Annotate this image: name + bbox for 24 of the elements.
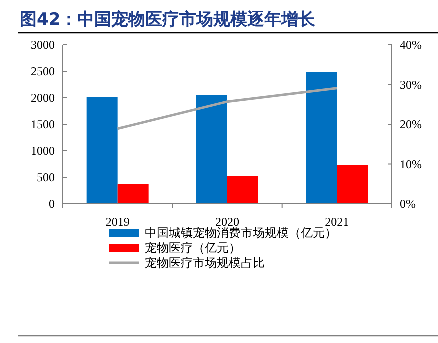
chart-title: 图42：中国宠物医疗市场规模逐年增长: [20, 10, 317, 30]
legend-label: 中国城镇宠物消费市场规模（亿元）: [145, 226, 337, 240]
x-tick-label: 2019: [106, 215, 130, 229]
y-tick-label: 0: [49, 197, 55, 212]
legend-label: 宠物医疗市场规模占比: [145, 256, 265, 270]
y2-tick-label: 0%: [400, 197, 416, 212]
y2-tick-label: 10%: [400, 157, 422, 172]
x-tick-label: 2021: [325, 215, 350, 229]
y-tick-label: 1000: [31, 144, 55, 158]
bar: [228, 176, 258, 204]
y-tick-label: 3000: [31, 38, 55, 52]
bar: [306, 72, 338, 204]
y2-tick-label: 40%: [400, 38, 422, 52]
y2-tick-label: 30%: [400, 78, 422, 92]
legend-label: 宠物医疗（亿元）: [145, 241, 241, 256]
bar: [86, 97, 118, 204]
bar: [196, 95, 228, 204]
y-tick-label: 1500: [31, 118, 55, 132]
bar: [118, 184, 149, 204]
y-tick-label: 2500: [31, 64, 55, 79]
y-tick-label: 2000: [31, 91, 55, 106]
bar: [337, 165, 368, 204]
y-tick-label: 500: [37, 170, 55, 185]
y2-tick-label: 20%: [400, 118, 422, 132]
